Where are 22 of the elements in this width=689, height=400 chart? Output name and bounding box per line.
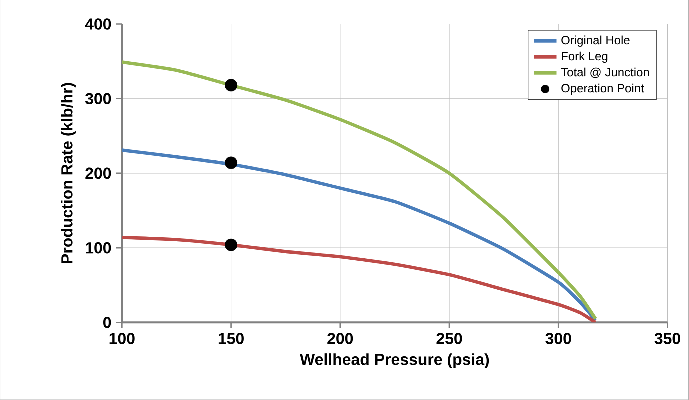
line-series <box>122 148 598 322</box>
x-axis-title: Wellhead Pressure (psia) <box>300 353 490 368</box>
x-tick-label: 200 <box>328 332 354 344</box>
legend-label: Original Hole <box>562 36 630 47</box>
y-tick-label: 300 <box>85 93 112 104</box>
point <box>225 156 238 170</box>
x-tick-label: 150 <box>218 332 244 344</box>
line-series <box>122 236 598 323</box>
y-tick-label: 400 <box>85 18 112 30</box>
legend-label: Fork Leg <box>562 52 608 63</box>
x-tick-label: 250 <box>436 332 462 344</box>
x-tick-label: 100 <box>110 332 135 344</box>
y-axis-title: Production Rate (klb/hr) <box>61 83 76 264</box>
legend-label: Total @ Junction <box>561 68 650 78</box>
y-tick-label: 0 <box>104 316 112 328</box>
y-tick-label: 100 <box>86 242 112 254</box>
point <box>225 238 238 252</box>
y-tick-label: 200 <box>86 168 112 180</box>
legend-label: Operation Point <box>562 84 644 95</box>
x-tick-label: 300 <box>546 332 572 344</box>
point <box>225 79 238 92</box>
x-tick-label: 350 <box>654 332 680 344</box>
